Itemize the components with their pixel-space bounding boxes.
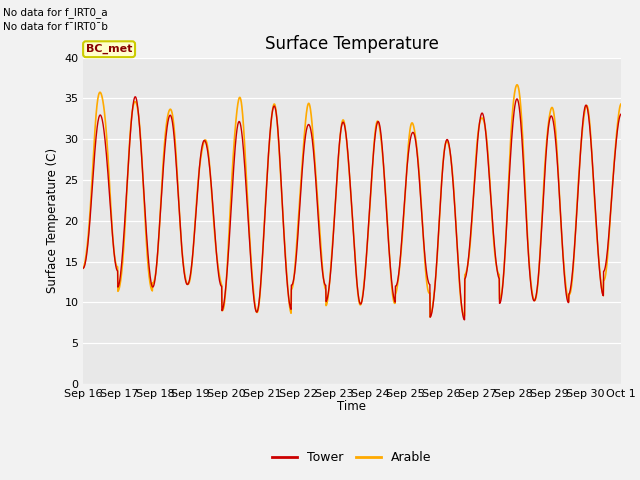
Legend: Tower, Arable: Tower, Arable	[268, 446, 436, 469]
Text: No data for f¯IRT0¯b: No data for f¯IRT0¯b	[3, 22, 108, 32]
Text: No data for f_IRT0_a: No data for f_IRT0_a	[3, 7, 108, 18]
Title: Surface Temperature: Surface Temperature	[265, 35, 439, 53]
Text: BC_met: BC_met	[86, 44, 132, 54]
X-axis label: Time: Time	[337, 400, 367, 413]
Y-axis label: Surface Temperature (C): Surface Temperature (C)	[45, 148, 59, 293]
